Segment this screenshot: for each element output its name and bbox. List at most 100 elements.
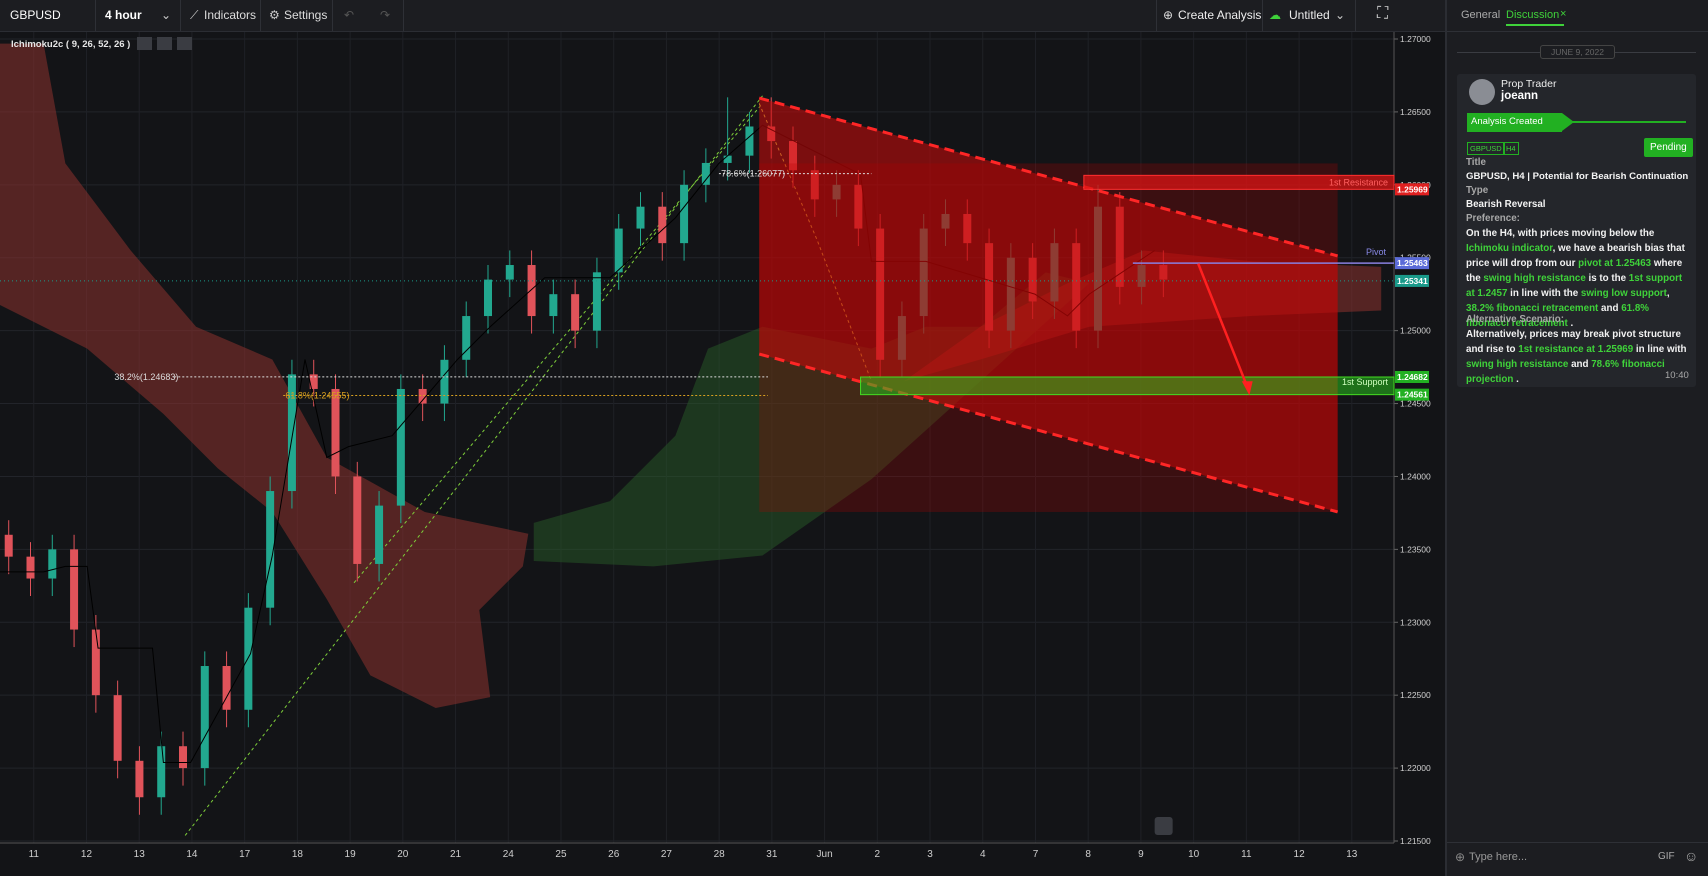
x-tick-label: 14: [186, 849, 198, 860]
tab-close[interactable]: ×: [1560, 8, 1567, 20]
indicators-button[interactable]: Indicators: [204, 8, 257, 22]
fullscreen-button[interactable]: ⛶: [1377, 5, 1389, 22]
candle-body: [571, 294, 580, 331]
side-panel: General Discussion × JUNE 9, 2022 Prop T…: [1445, 0, 1708, 876]
preference-label: Preference:: [1466, 213, 1520, 224]
separator: [1262, 0, 1263, 31]
candle-body: [396, 388, 405, 506]
resistance-label: 1st Resistance: [1329, 177, 1388, 187]
tag: H4: [1503, 142, 1519, 155]
y-tick-label: 1.25000: [1400, 326, 1431, 336]
divider: [1447, 842, 1708, 843]
user-name[interactable]: joeann: [1501, 90, 1539, 102]
text: Alternatively, prices may break pivot st…: [1466, 329, 1681, 355]
candle-body: [636, 206, 645, 229]
text: .: [1513, 374, 1519, 385]
candle-body: [309, 374, 318, 389]
x-tick-label: 10: [1188, 849, 1200, 860]
x-tick-label: 3: [927, 849, 933, 860]
toolbar: GBPUSD 4 hour ⌄ ⟋ Indicators ⚙ Settings …: [0, 0, 1445, 32]
add-icon[interactable]: ⊕: [1455, 850, 1466, 864]
support-zone: [860, 376, 1395, 396]
candle-body: [680, 184, 689, 244]
highlight-text: 61.8% fibonacci retracement: [1466, 303, 1649, 329]
tab-active[interactable]: Discussion: [1506, 9, 1560, 21]
x-tick-label: 8: [1085, 849, 1091, 860]
candle-body: [157, 746, 166, 798]
candle-body: [287, 374, 296, 492]
emoji-button[interactable]: ☺: [1684, 848, 1699, 864]
indicators-icon: ⟋: [190, 8, 199, 22]
analysis-card: Prop Trader joeann Analysis Created GBPU…: [1457, 74, 1696, 387]
x-tick-label: 24: [503, 849, 515, 860]
fib-label: 61.8%(1.24555): [285, 391, 349, 401]
separator: [180, 0, 181, 31]
channel-fill: [759, 163, 1338, 512]
x-tick-label: 25: [555, 849, 567, 860]
price-chart: 1.270001.265001.260001.255001.250001.245…: [0, 31, 1431, 860]
fib-label: 78.6%(1.26077): [721, 169, 785, 179]
settings-button[interactable]: Settings: [284, 8, 328, 22]
candle-body: [26, 556, 35, 579]
gif-button[interactable]: GIF: [1658, 851, 1675, 862]
layout-name[interactable]: Untitled: [1289, 8, 1330, 22]
pivot-label: Pivot: [1366, 247, 1387, 257]
x-tick-label: 13: [1346, 849, 1358, 860]
divider: [1447, 31, 1708, 32]
y-tick-label: 1.22000: [1400, 763, 1431, 773]
price-tag: [1395, 183, 1429, 196]
undo-button[interactable]: ↶: [344, 8, 355, 22]
y-tick-label: 1.23500: [1400, 544, 1431, 554]
dropdown-arrow[interactable]: ⌄: [161, 8, 172, 22]
candle-body: [505, 265, 514, 280]
status-button[interactable]: Pending: [1644, 138, 1693, 157]
price-tag: [1395, 371, 1429, 384]
candle-body: [353, 476, 362, 564]
tab[interactable]: General: [1461, 9, 1501, 21]
hint-button[interactable]: [1154, 816, 1173, 835]
candle-body: [592, 272, 601, 331]
x-tick-label: 11: [1241, 849, 1252, 860]
interval-select[interactable]: 4 hour: [105, 8, 142, 22]
candle-body: [527, 265, 536, 317]
symbol[interactable]: GBPUSD: [10, 8, 61, 22]
arrow-head: [1241, 381, 1253, 396]
candle-body: [440, 359, 449, 404]
candle-body: [179, 746, 187, 769]
bearish-channel: [759, 98, 1338, 512]
price-tag-label: 1.25463: [1397, 258, 1428, 268]
indicator-button[interactable]: [137, 37, 152, 50]
text: ,: [1666, 288, 1670, 299]
x-tick-label: 20: [397, 849, 409, 860]
candle-body: [266, 491, 275, 608]
dropdown-arrow[interactable]: ⌄: [1335, 8, 1346, 22]
candle-body: [48, 549, 57, 579]
indicator-button[interactable]: [157, 37, 172, 50]
x-tick-label: 12: [81, 849, 93, 860]
status-banner-text: Analysis Created: [1471, 116, 1543, 127]
status-banner: [1467, 113, 1562, 132]
x-tick-label: 13: [134, 849, 146, 860]
fib-label: 38.2%(1.24683): [114, 372, 178, 382]
create-analysis-button[interactable]: Create Analysis: [1178, 8, 1262, 22]
x-tick-label: Jun: [817, 849, 833, 860]
highlight-text: 1st resistance at 1.25969: [1518, 344, 1634, 355]
candle-body: [701, 162, 710, 185]
text: where the: [1466, 258, 1683, 284]
indicator-button[interactable]: [177, 37, 192, 50]
message-input[interactable]: Type here...: [1469, 851, 1528, 863]
x-tick-label: 18: [292, 849, 304, 860]
settings-icon: ⚙: [269, 8, 280, 22]
y-tick-label: 1.27000: [1400, 34, 1431, 44]
price-tag: [1395, 257, 1429, 270]
candle-body: [113, 695, 122, 761]
y-tick-label: 1.26500: [1400, 107, 1431, 117]
x-tick-label: 12: [1294, 849, 1306, 860]
create-icon: ⊕: [1163, 8, 1174, 22]
redo-button[interactable]: ↷: [380, 8, 391, 22]
price-tag-label: 1.25341: [1397, 276, 1428, 286]
price-tag: [1395, 388, 1429, 401]
y-tick-label: 1.22500: [1400, 690, 1431, 700]
text: in line with the: [1507, 288, 1581, 299]
title-label: Title: [1466, 157, 1486, 168]
